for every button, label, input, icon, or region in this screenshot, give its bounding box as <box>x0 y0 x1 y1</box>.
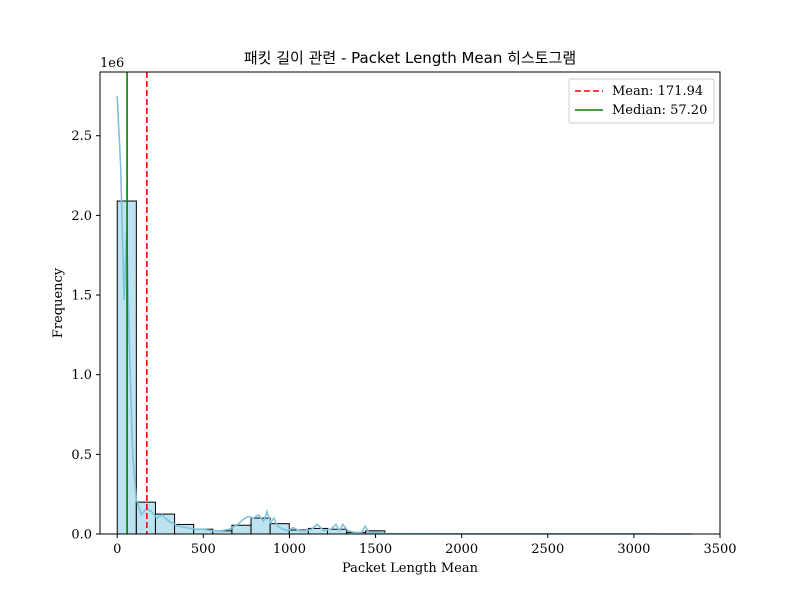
y-axis-label: Frequency <box>51 267 66 338</box>
y-tick-label: 1.5 <box>71 289 92 304</box>
y-axis: 0.0 0.5 1.0 1.5 2.0 2.5 <box>71 129 100 543</box>
x-tick-label: 1500 <box>359 542 392 557</box>
y-tick-label: 0.0 <box>71 528 92 543</box>
x-tick-label: 3500 <box>703 542 736 557</box>
plot-frame <box>99 71 721 535</box>
y-axis-offset-label: 1e6 <box>100 56 124 71</box>
legend-box <box>568 78 715 124</box>
kde-curve <box>116 95 693 535</box>
y-tick-label: 1.0 <box>71 368 92 383</box>
x-tick-label: 2000 <box>445 542 478 557</box>
x-axis-label: Packet Length Mean <box>342 561 479 576</box>
x-tick-label: 1000 <box>273 542 306 557</box>
histogram-bar <box>269 523 290 535</box>
x-tick-label: 0 <box>113 542 121 557</box>
chart-title: 패킷 길이 관련 - Packet Length Mean 히스토그램 <box>244 49 576 67</box>
histogram-bar <box>250 517 271 535</box>
y-tick-label: 2.0 <box>71 209 92 224</box>
x-tick-label: 3000 <box>617 542 650 557</box>
plot-area <box>116 72 693 535</box>
y-tick-label: 0.5 <box>71 448 92 463</box>
x-tick-label: 500 <box>191 542 216 557</box>
legend-median-label: Median: 57.20 <box>612 103 707 118</box>
x-tick-label: 2500 <box>531 542 564 557</box>
legend: Mean: 171.94 Median: 57.20 <box>568 78 715 124</box>
x-axis: 0 500 1000 1500 2000 2500 3000 3500 <box>113 534 737 557</box>
y-tick-label: 2.5 <box>71 129 92 144</box>
legend-mean-label: Mean: 171.94 <box>612 84 703 99</box>
